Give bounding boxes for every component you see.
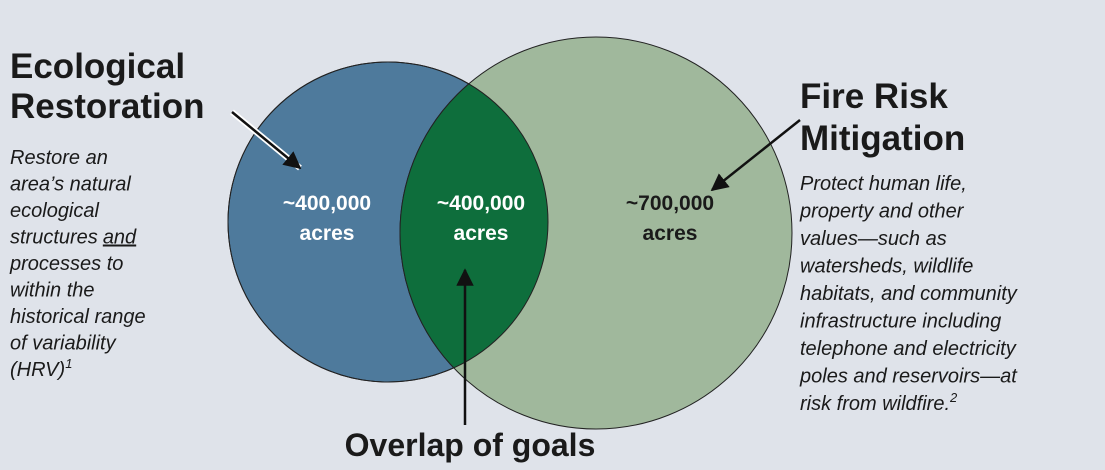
set-title: Fire Risk	[800, 77, 948, 116]
footnote: 2	[949, 390, 958, 405]
description-line: telephone and electricity	[800, 338, 1017, 360]
region-unit: acres	[300, 222, 355, 245]
description-line: Protect human life,	[800, 173, 967, 195]
footnote: 1	[65, 356, 72, 371]
description-line: property and other	[799, 201, 965, 223]
description-line: ecological	[10, 200, 100, 222]
description-line: values—such as	[800, 228, 947, 250]
description-line: within the	[10, 280, 95, 302]
description-line: of variability	[10, 333, 117, 355]
description-line: historical range	[10, 306, 146, 328]
description-text: risk from wildfire.	[800, 393, 950, 415]
left-outline	[227, 61, 549, 383]
description-line: habitats, and community	[800, 283, 1018, 305]
overlap-region	[399, 62, 548, 382]
underlined-word: and	[103, 227, 137, 249]
description-text: (HRV)	[10, 359, 65, 381]
arrow	[231, 111, 302, 170]
overlap-label: Overlap of goals	[345, 427, 596, 463]
description-line: structures and	[10, 227, 137, 249]
description-line: poles and reservoirs—at	[799, 366, 1018, 388]
region-unit: acres	[454, 222, 509, 245]
description-line: (HRV)1	[10, 356, 72, 381]
region-value: ~400,000	[437, 192, 525, 215]
region-value: ~700,000	[626, 192, 714, 215]
description-line: risk from wildfire.2	[800, 390, 958, 415]
arrow	[710, 119, 801, 192]
description-line: area’s natural	[10, 174, 131, 196]
description-line: processes to	[9, 253, 123, 275]
description-text: structures	[10, 227, 98, 249]
set-title: Ecological	[10, 47, 185, 86]
description-line: watersheds, wildlife	[800, 256, 973, 278]
set-title: Restoration	[10, 87, 204, 126]
set-title: Mitigation	[800, 119, 965, 158]
description-line: Restore an	[10, 147, 108, 169]
region-value: ~400,000	[283, 192, 371, 215]
region-unit: acres	[643, 222, 698, 245]
description-line: infrastructure including	[800, 311, 1001, 333]
